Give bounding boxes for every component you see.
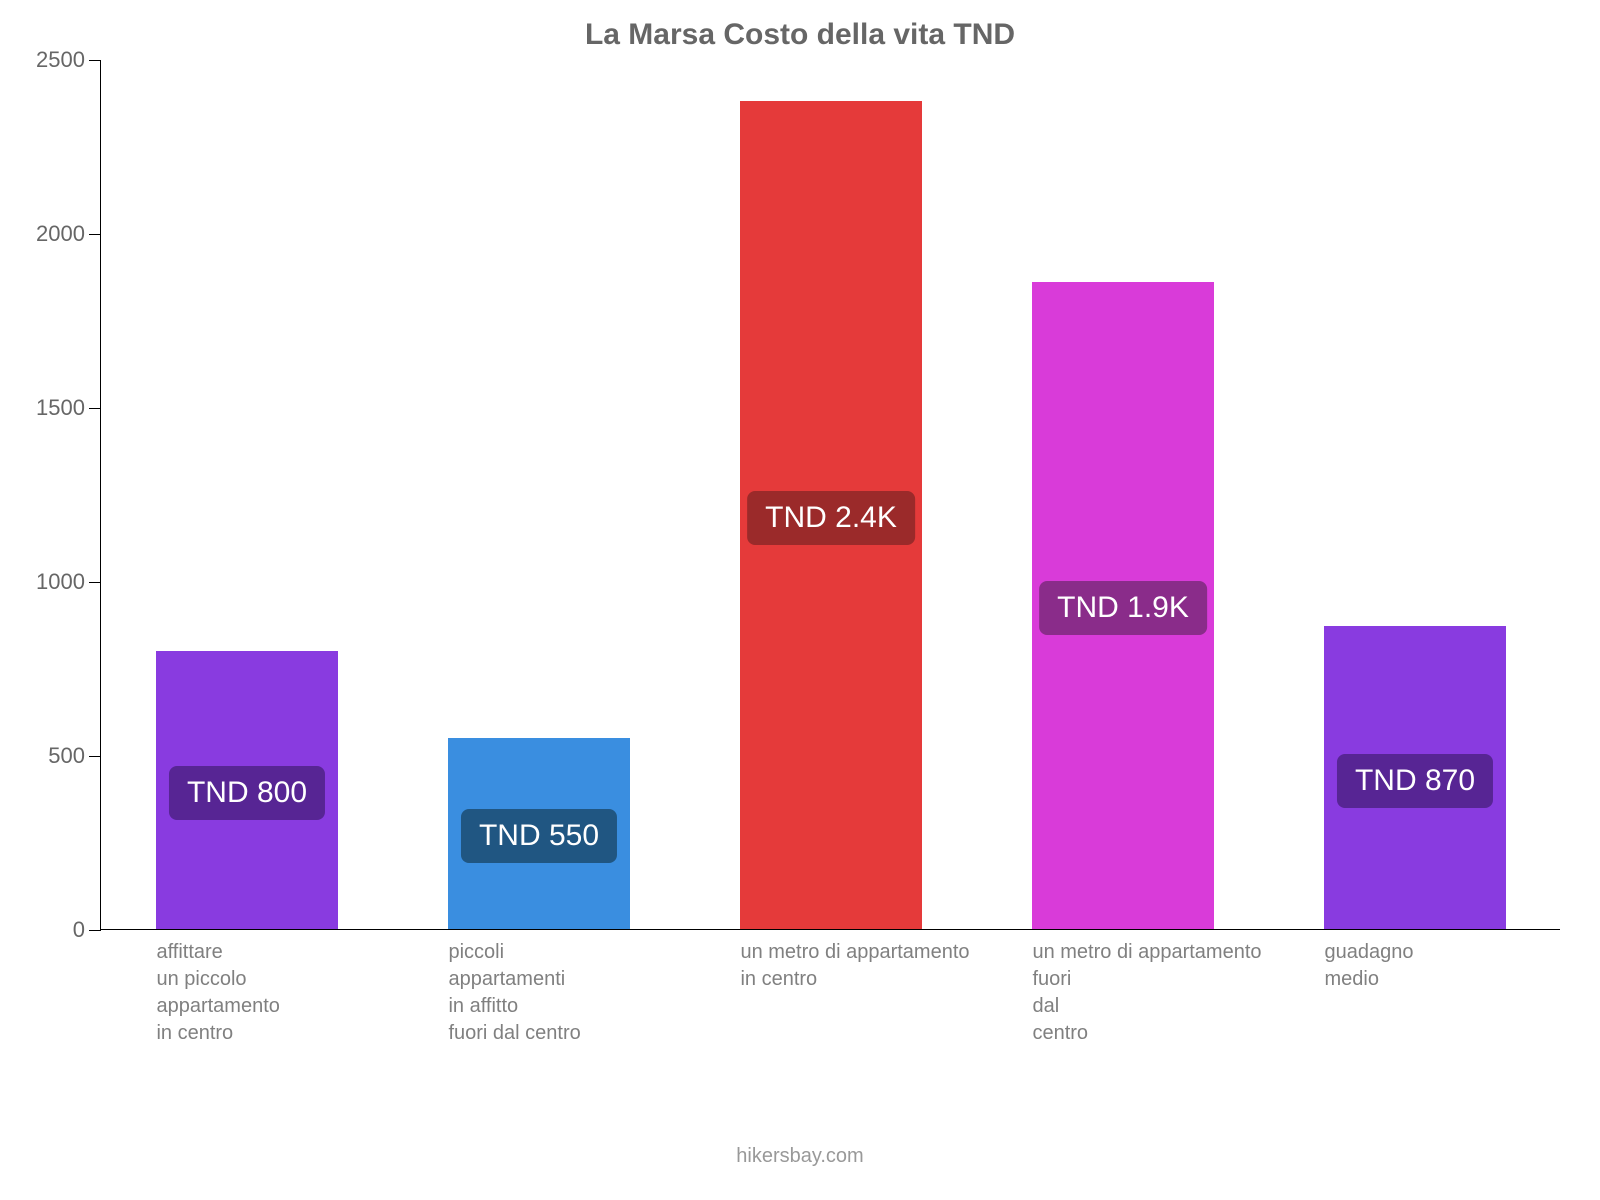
y-axis-tick [89, 234, 101, 235]
y-axis-tick [89, 930, 101, 931]
y-axis-tick [89, 60, 101, 61]
y-axis-label: 2500 [29, 47, 85, 73]
x-axis-label: piccoli appartamenti in affitto fuori da… [448, 929, 725, 1047]
plot-area: 05001000150020002500TND 800affittare un … [100, 60, 1560, 930]
x-axis-label: un metro di appartamento fuori dal centr… [1032, 929, 1309, 1047]
y-axis-label: 500 [29, 743, 85, 769]
chart-title: La Marsa Costo della vita TND [0, 18, 1600, 52]
value-badge: TND 550 [461, 809, 617, 863]
y-axis-label: 2000 [29, 221, 85, 247]
y-axis-label: 1000 [29, 569, 85, 595]
x-axis-label: un metro di appartamento in centro [740, 929, 1017, 993]
x-axis-label: guadagno medio [1324, 929, 1600, 993]
value-badge: TND 1.9K [1039, 581, 1207, 635]
y-axis-tick [89, 582, 101, 583]
y-axis-tick [89, 756, 101, 757]
attribution-text: hikersbay.com [0, 1145, 1600, 1168]
y-axis-label: 0 [29, 917, 85, 943]
x-axis-label: affittare un piccolo appartamento in cen… [156, 929, 433, 1047]
y-axis-label: 1500 [29, 395, 85, 421]
value-badge: TND 800 [169, 766, 325, 820]
y-axis-tick [89, 408, 101, 409]
value-badge: TND 2.4K [747, 491, 915, 545]
cost-of-living-chart: La Marsa Costo della vita TND 0500100015… [0, 0, 1600, 1200]
value-badge: TND 870 [1337, 754, 1493, 808]
